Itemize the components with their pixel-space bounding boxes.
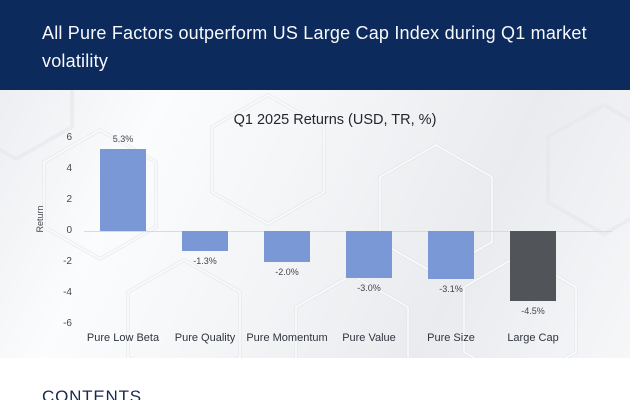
x-category-label: Pure Quality [174, 332, 236, 344]
bar-value-label: -3.1% [439, 284, 463, 295]
hexagon-pattern-decoration [0, 90, 630, 358]
x-category-label: Pure Momentum [246, 332, 328, 344]
page-title: All Pure Factors outperform US Large Cap… [42, 23, 587, 71]
bar-value-label: -1.3% [193, 256, 217, 267]
y-tick-label: 4 [66, 163, 72, 174]
chart-background [0, 90, 630, 358]
bar-pure-low-beta [100, 148, 146, 231]
y-tick-label: -4 [63, 287, 72, 298]
x-category-label: Pure Size [427, 332, 475, 344]
bar-pure-quality [182, 231, 228, 252]
header-banner: All Pure Factors outperform US Large Cap… [0, 0, 630, 90]
bar-large-cap [510, 231, 556, 301]
y-tick-label: 0 [66, 225, 72, 236]
bar-value-label: -4.5% [521, 305, 545, 316]
contents-heading: CONTENTS [42, 387, 142, 400]
y-tick-label: -2 [63, 256, 72, 267]
bar-value-label: -2.0% [275, 267, 299, 277]
bar-value-label: -3.0% [357, 282, 381, 293]
x-category-label: Pure Low Beta [86, 332, 160, 344]
y-tick-label: 2 [66, 194, 72, 205]
bar-value-label: 5.3% [112, 133, 134, 144]
y-tick-label: -6 [63, 318, 72, 329]
chart-title: Q1 2025 Returns (USD, TR, %) [233, 112, 437, 128]
x-category-label: Pure Value [342, 332, 396, 344]
bar-pure-size [428, 231, 474, 280]
bar-pure-value [346, 231, 392, 278]
bar-pure-momentum [264, 231, 310, 262]
y-tick-label: 6 [66, 132, 72, 143]
x-category-label: Large Cap [507, 332, 559, 344]
